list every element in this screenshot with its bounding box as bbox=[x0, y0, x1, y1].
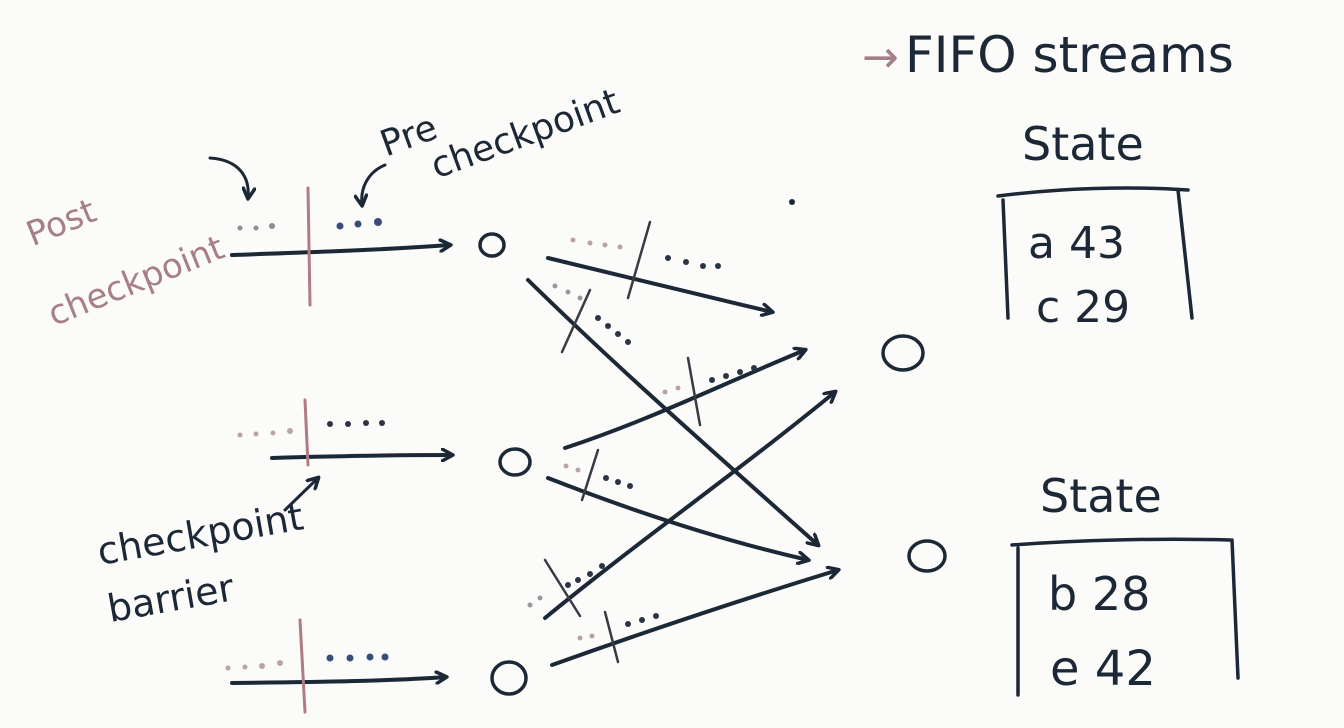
input-stream-1-arrow bbox=[230, 245, 450, 257]
input-stream-2-pre-dots bbox=[327, 420, 385, 427]
input-stream-2-barrier bbox=[303, 398, 310, 467]
input-stream-1-post-dots bbox=[237, 223, 275, 231]
stream-m3-r1-pre-dots bbox=[565, 563, 605, 588]
stream-m1-r1-post-dots bbox=[570, 237, 623, 250]
checkpoint-barrier-line1: checkpoint bbox=[94, 494, 307, 573]
state-1-box bbox=[996, 186, 1194, 320]
fifo-arrow-icon: → bbox=[862, 32, 899, 83]
pre-checkpoint-label: Pre checkpoint bbox=[375, 81, 625, 187]
stream-m3-r1-barrier bbox=[543, 558, 582, 618]
checkpoint-barrier-label: checkpoint barrier bbox=[94, 494, 307, 631]
input-stream-3 bbox=[225, 618, 447, 714]
stray-ink-dot bbox=[789, 199, 795, 205]
input-stream-2-arrow bbox=[270, 455, 452, 458]
fifo-label-group: → FIFO streams bbox=[862, 26, 1234, 84]
stream-m3-r2-arrow bbox=[550, 570, 838, 667]
state-1-title: State bbox=[1022, 117, 1144, 171]
stream-m2-r2-pre-dots bbox=[603, 475, 633, 489]
stream-m2-r1-barrier bbox=[686, 356, 702, 427]
input-stream-2 bbox=[237, 398, 453, 467]
post-checkpoint-line2: checkpoint bbox=[42, 228, 230, 335]
post-checkpoint-callout-arrow bbox=[208, 156, 248, 198]
stream-m1-r1 bbox=[546, 220, 772, 312]
stream-m2-r1-post-dots bbox=[662, 385, 681, 395]
input-stream-1 bbox=[230, 186, 450, 307]
state-1-row-1: a 43 bbox=[1028, 218, 1125, 269]
input-stream-2-post-dots bbox=[237, 428, 293, 438]
stream-m2-r2 bbox=[546, 448, 808, 560]
input-stream-3-post-dots bbox=[225, 660, 283, 671]
stream-m1-r2 bbox=[526, 278, 818, 545]
right-node-2 bbox=[907, 539, 947, 573]
stream-m2-r2-post-dots bbox=[563, 463, 581, 473]
stream-m1-r1-pre-dots bbox=[665, 255, 721, 269]
stream-m1-r1-barrier bbox=[626, 220, 652, 300]
pre-checkpoint-callout-arrow bbox=[362, 163, 387, 205]
stream-m3-r2-pre-dots bbox=[625, 613, 659, 627]
input-stream-3-pre-dots bbox=[326, 653, 389, 662]
state-panel-1: State a 43 c 29 bbox=[996, 117, 1194, 333]
stream-m3-r1-arrow bbox=[543, 392, 835, 620]
state-panel-2: State b 28 e 42 bbox=[1010, 469, 1240, 697]
pre-checkpoint-line2: checkpoint bbox=[426, 81, 625, 187]
input-stream-1-barrier bbox=[306, 186, 312, 307]
state-2-row-2: e 42 bbox=[1050, 641, 1156, 697]
fifo-streams-label: FIFO streams bbox=[905, 26, 1234, 84]
middle-node-2 bbox=[498, 447, 532, 477]
stream-m1-r2-arrow bbox=[526, 278, 818, 545]
stream-m1-r2-post-dots bbox=[552, 283, 583, 301]
post-checkpoint-line1: Post bbox=[21, 191, 102, 255]
input-stream-3-barrier bbox=[298, 618, 307, 714]
stream-m2-r1-pre-dots bbox=[709, 365, 757, 383]
stream-m3-r2-post-dots bbox=[577, 633, 595, 641]
state-2-title: State bbox=[1040, 469, 1162, 523]
stream-m3-r2-barrier bbox=[603, 610, 620, 664]
stream-m2-r1-arrow bbox=[563, 350, 805, 450]
state-2-row-1: b 28 bbox=[1048, 567, 1150, 621]
stream-m2-r2-barrier bbox=[580, 448, 600, 502]
stream-m2-r1 bbox=[563, 350, 805, 450]
stream-m2-r2-arrow bbox=[546, 476, 808, 560]
stream-m1-r1-arrow bbox=[546, 256, 772, 312]
checkpoint-barrier-line2: barrier bbox=[104, 565, 238, 631]
middle-node-1 bbox=[478, 232, 506, 258]
stream-m3-r1 bbox=[527, 392, 836, 620]
state-1-row-2: c 29 bbox=[1036, 282, 1130, 333]
input-stream-3-arrow bbox=[230, 677, 446, 685]
checkpoint-barrier-callout-arrow bbox=[283, 478, 318, 512]
post-checkpoint-label: Post checkpoint bbox=[21, 191, 230, 335]
stream-m1-r2-pre-dots bbox=[595, 315, 631, 345]
input-stream-1-pre-dots bbox=[336, 218, 382, 230]
stream-m3-r2 bbox=[550, 570, 838, 667]
middle-node-3 bbox=[490, 660, 528, 696]
right-node-1 bbox=[881, 334, 925, 372]
stream-m1-r2-barrier bbox=[560, 288, 592, 354]
state-2-box bbox=[1010, 537, 1240, 697]
stream-m3-r1-post-dots bbox=[527, 595, 543, 608]
